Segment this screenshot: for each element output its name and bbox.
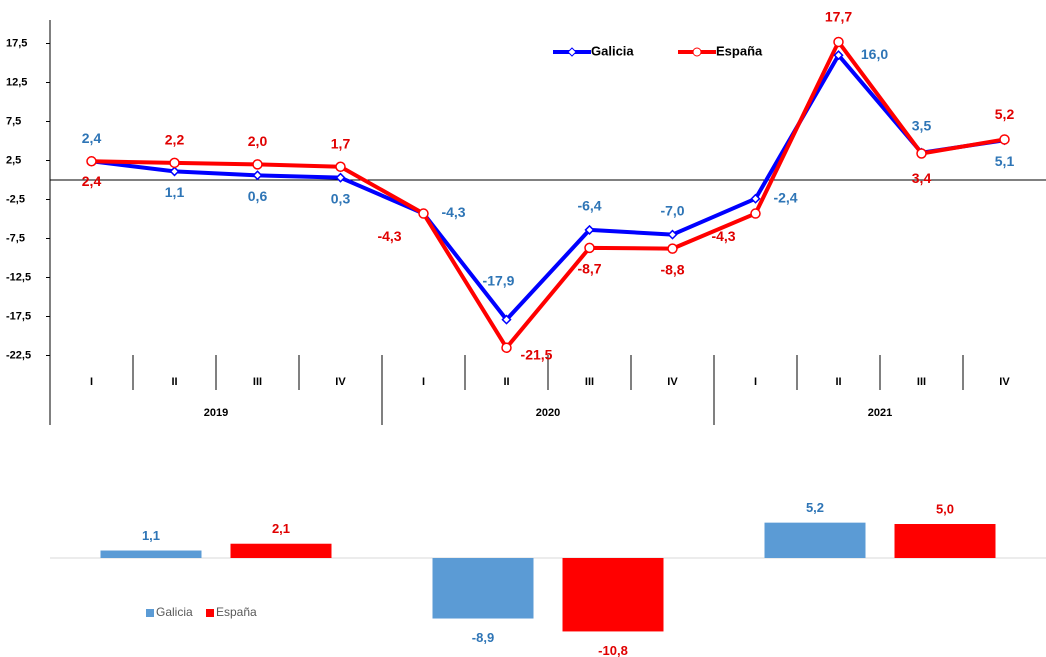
marker <box>833 36 844 48</box>
data-label: 1,1 <box>142 528 160 543</box>
marker <box>999 134 1010 145</box>
data-label: 2,1 <box>272 521 290 536</box>
y-tick-label: 2,5 <box>6 154 21 166</box>
y-tick-label: 17,5 <box>6 37 27 49</box>
legend-label: Galicia <box>591 43 634 58</box>
x-tick-label: II <box>171 376 177 388</box>
data-label: -17,9 <box>483 272 515 288</box>
marker <box>584 224 595 235</box>
x-tick-label: I <box>422 376 425 388</box>
data-label: -7,0 <box>660 202 684 218</box>
marker <box>169 157 180 169</box>
y-tick-label: -2,5 <box>6 193 25 205</box>
marker <box>169 166 180 177</box>
data-label: 2,2 <box>165 132 185 148</box>
data-label: -21,5 <box>521 346 553 362</box>
bar <box>432 558 534 619</box>
legend-marker <box>567 47 577 57</box>
year-label: 2020 <box>536 407 560 419</box>
bar <box>562 558 664 632</box>
data-label: -10,8 <box>598 643 628 657</box>
x-tick-label: IV <box>999 376 1010 388</box>
data-label: 3,4 <box>912 170 932 186</box>
x-tick-label: II <box>503 376 509 388</box>
data-label: 16,0 <box>861 46 888 62</box>
marker <box>252 159 263 170</box>
data-label: 5,2 <box>806 500 824 515</box>
legend-label: España <box>716 43 763 58</box>
data-label: 5,1 <box>995 153 1015 169</box>
y-tick-label: -17,5 <box>6 310 31 322</box>
x-tick-label: IV <box>667 376 678 388</box>
series-line <box>91 53 1005 322</box>
marker <box>750 193 761 204</box>
data-label: 0,6 <box>248 188 268 204</box>
legend-label: Galicia <box>156 605 193 619</box>
x-tick-label: III <box>585 376 594 388</box>
y-tick-label: -12,5 <box>6 271 31 283</box>
marker <box>335 161 346 172</box>
data-label: -6,4 <box>577 198 601 214</box>
data-label: 5,2 <box>995 106 1015 122</box>
x-tick-label: II <box>835 376 841 388</box>
data-label: -8,8 <box>660 261 684 277</box>
bar <box>894 524 996 558</box>
marker <box>418 208 429 219</box>
legend-marker <box>692 47 702 57</box>
bar <box>764 522 866 558</box>
marker <box>86 156 97 167</box>
data-label: 0,3 <box>331 190 351 206</box>
data-label: -4,3 <box>441 204 465 220</box>
legend-swatch <box>146 609 154 617</box>
y-tick-label: -22,5 <box>6 349 31 361</box>
data-label: -2,4 <box>773 189 797 205</box>
marker <box>667 243 678 254</box>
y-tick-label: -7,5 <box>6 232 25 244</box>
y-tick-label: 12,5 <box>6 76 27 88</box>
data-label: 1,1 <box>165 184 185 200</box>
x-tick-label: I <box>754 376 757 388</box>
marker <box>750 208 761 219</box>
data-label: 2,4 <box>82 130 102 146</box>
marker <box>667 229 678 240</box>
data-label: -4,3 <box>377 228 401 244</box>
marker <box>501 342 512 353</box>
x-tick-label: III <box>253 376 262 388</box>
y-tick-label: 7,5 <box>6 115 21 127</box>
data-label: 17,7 <box>825 9 852 25</box>
data-label: 3,5 <box>912 117 932 133</box>
marker <box>833 50 844 61</box>
data-label: -4,3 <box>711 228 735 244</box>
data-label: -8,7 <box>577 261 601 277</box>
marker <box>501 314 512 325</box>
legend-label: España <box>216 605 257 619</box>
bar <box>100 550 202 558</box>
data-label: 2,0 <box>248 133 268 149</box>
data-label: 1,7 <box>331 135 351 151</box>
x-tick-label: IV <box>335 376 346 388</box>
series-line <box>91 39 1005 350</box>
marker <box>916 148 927 159</box>
marker <box>335 172 346 183</box>
data-label: 2,4 <box>82 173 102 189</box>
data-label: -8,9 <box>472 630 494 645</box>
marker <box>252 170 263 181</box>
marker <box>584 242 595 254</box>
year-label: 2021 <box>868 407 892 419</box>
x-tick-label: I <box>90 376 93 388</box>
legend-swatch <box>206 609 214 617</box>
x-tick-label: III <box>917 376 926 388</box>
bar <box>230 543 332 558</box>
year-label: 2019 <box>204 407 228 419</box>
data-label: 5,0 <box>936 501 954 516</box>
